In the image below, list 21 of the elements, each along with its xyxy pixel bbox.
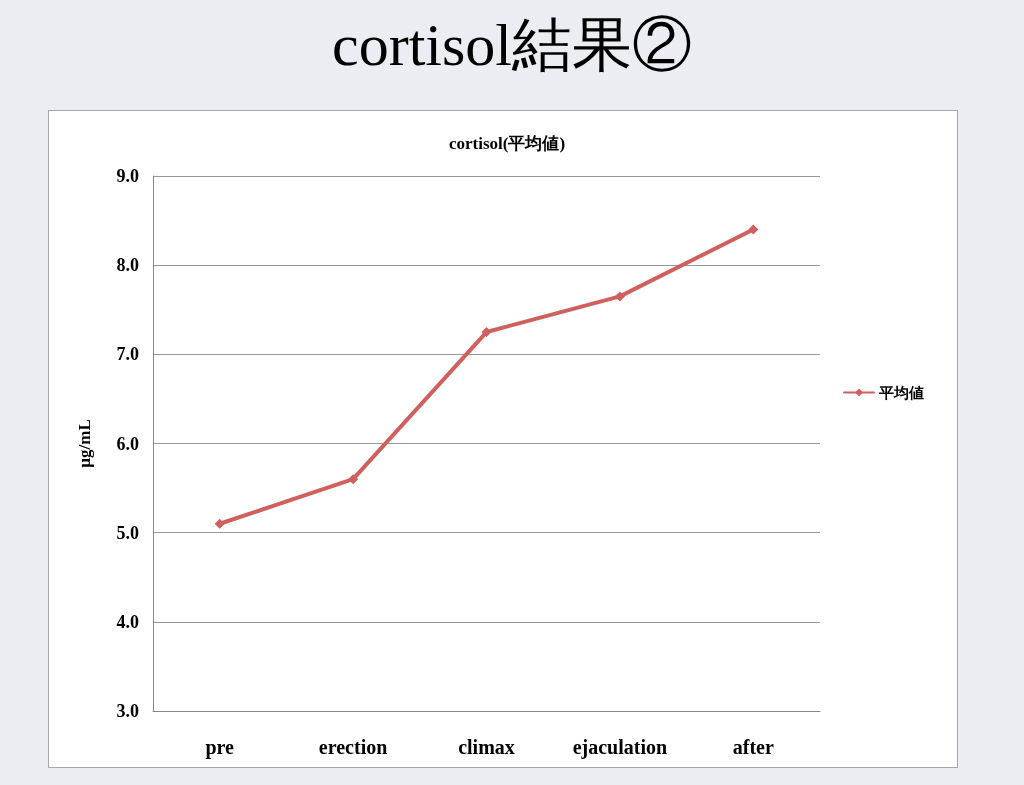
x-tick-label: ejaculation [572,736,668,759]
x-tick-label: pre [205,736,235,759]
point [748,224,759,235]
y-tick-label: 7.0 [116,344,139,365]
legend-label: 平均値 [878,384,924,401]
y-tick-label: 6.0 [116,433,139,454]
point [614,291,625,302]
y-axis-title: µg/mL [75,419,94,468]
point [348,474,359,485]
x-tick-label: after [732,736,774,758]
x-tick-label: climax [458,736,515,758]
chart-title: cortisol結果② [332,12,692,78]
point [214,518,225,529]
point [481,327,492,338]
y-tick-label: 3.0 [116,701,139,721]
y-tick-label: 8.0 [116,255,139,276]
chart-subtitle: cortisol(平均値) [448,134,566,153]
y-tick-label: 9.0 [116,166,139,186]
y-tick-label: 4.0 [116,611,139,632]
x-tick-label: erection [318,736,388,758]
y-tick-label: 5.0 [116,522,139,543]
